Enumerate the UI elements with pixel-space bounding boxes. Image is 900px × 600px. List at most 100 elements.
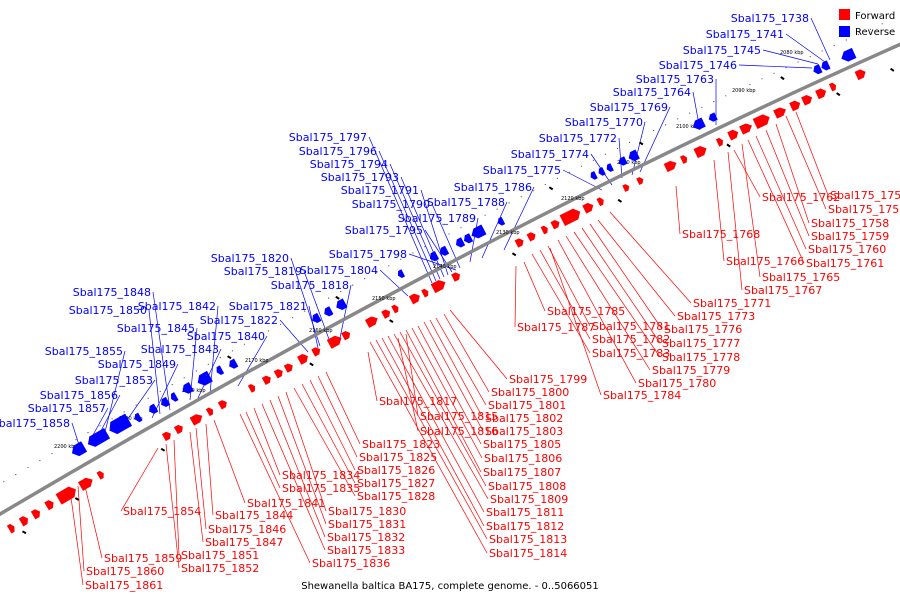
forward-gene-label: Sbal175_1779	[652, 364, 730, 377]
legend-forward-label: Forward	[855, 11, 895, 22]
leader-line	[400, 176, 445, 278]
forward-gene-arrow	[96, 470, 104, 480]
forward-gene-label: Sbal175_1833	[327, 544, 405, 557]
reverse-gene-arrow	[161, 396, 171, 408]
scale-dot	[592, 159, 595, 161]
forward-gene-arrow	[582, 202, 594, 214]
forward-gene-arrow	[828, 82, 837, 92]
leader-line	[549, 247, 602, 396]
leader-line	[253, 407, 281, 476]
leader-line	[408, 253, 457, 271]
scale-dot	[364, 278, 366, 280]
leader-line	[785, 33, 826, 63]
reverse-gene-arrow	[692, 117, 706, 130]
leader-line	[713, 159, 725, 262]
scale-dot	[147, 397, 149, 399]
reverse-gene-label: Sbal175_1789	[398, 212, 476, 225]
forward-gene-label: Sbal175_1826	[357, 464, 435, 477]
leader-line	[152, 291, 171, 411]
reverse-gene-arrow	[821, 60, 831, 71]
forward-gene-label: Sbal175_1825	[359, 451, 437, 464]
scale-dot	[604, 153, 607, 155]
scale-tick-label: 2150 kbp	[372, 296, 396, 302]
leader-line	[317, 375, 358, 458]
forward-gene-label: Sbal175_1844	[215, 509, 293, 522]
minor-feature-mark	[389, 319, 394, 324]
reverse-gene-label: Sbal175_1857	[28, 402, 106, 415]
leader-line	[237, 335, 268, 387]
reverse-gene-label: Sbal175_1772	[539, 132, 617, 145]
leader-line	[469, 217, 479, 263]
forward-gene-arrow	[739, 123, 752, 135]
scale-tick-label: 2110 kbp	[617, 160, 641, 166]
scale-dot	[3, 481, 5, 483]
scale-dot	[400, 258, 402, 260]
scale-dot	[316, 304, 318, 306]
leader-line	[514, 265, 517, 328]
genome-backbone-arc	[0, 42, 900, 517]
leader-line	[738, 64, 813, 69]
scale-dot	[183, 377, 185, 379]
forward-gene-label: Sbal175_1762	[762, 191, 840, 204]
forward-gene-arrow	[801, 94, 813, 106]
forward-gene-label: Sbal175_1801	[488, 399, 566, 412]
scale-dot	[580, 165, 583, 167]
forward-gene-arrow	[247, 383, 256, 393]
forward-gene-arrow	[752, 114, 770, 129]
forward-gene-label: Sbal175_1807	[483, 466, 561, 479]
reverse-gene-arrow	[708, 112, 718, 122]
scale-dot	[809, 55, 811, 58]
forward-gene-label: Sbal175_1836	[312, 557, 390, 570]
reverse-gene-arrow	[149, 403, 159, 414]
forward-gene-label: Sbal175_1808	[488, 480, 566, 493]
forward-gene-arrow	[679, 155, 688, 164]
reverse-gene-arrow	[429, 250, 440, 262]
reverse-gene-arrow	[471, 224, 487, 239]
leader-line	[197, 348, 222, 399]
leader-line	[213, 419, 246, 504]
forward-gene-arrow	[30, 509, 41, 520]
scale-tick-label: 2090 kbp	[732, 88, 756, 94]
scale-dot	[857, 34, 859, 36]
reverse-gene-label: Sbal175_1770	[565, 116, 643, 129]
scale-dot	[508, 202, 510, 204]
leader-line	[399, 331, 487, 487]
forward-gene-arrow	[408, 293, 420, 305]
leader-line	[389, 163, 441, 280]
scale-dot	[412, 252, 414, 254]
scale-dot	[797, 61, 799, 63]
reverse-gene-label: Sbal175_1788	[427, 196, 505, 209]
scale-tick-label: 2170 kbp	[245, 358, 269, 364]
scale-dot	[171, 384, 173, 386]
minor-feature-mark	[638, 141, 644, 146]
reverse-gene-label: Sbal175_1845	[117, 322, 195, 335]
forward-gene-label: Sbal175_1805	[483, 438, 561, 451]
scale-tick-label: 2200 kbp	[54, 444, 78, 450]
reverse-gene-arrow	[216, 365, 225, 375]
forward-gene-label: Sbal175_1799	[509, 373, 587, 386]
leader-line	[795, 111, 829, 196]
scale-dot	[544, 183, 546, 186]
forward-gene-arrow	[381, 309, 391, 319]
minor-feature-mark	[617, 198, 623, 203]
forward-gene-arrow	[6, 523, 15, 534]
leader-line	[449, 309, 508, 380]
reverse-gene-arrow	[88, 428, 111, 447]
minor-feature-mark	[74, 497, 80, 501]
minor-feature-mark	[511, 252, 517, 257]
leader-line	[547, 245, 591, 327]
scale-dot	[87, 432, 89, 434]
reverse-gene-arrow	[72, 441, 88, 457]
forward-gene-label: Sbal175_1776	[664, 323, 742, 336]
scale-dot	[881, 23, 884, 25]
leader-line	[557, 239, 637, 384]
scale-dot	[713, 101, 715, 103]
reverse-gene-arrow	[197, 370, 213, 386]
forward-gene-label: Sbal175_1813	[489, 533, 567, 546]
reverse-gene-arrow	[464, 233, 474, 244]
forward-gene-label: Sbal175_1811	[486, 506, 564, 519]
minor-feature-mark	[335, 295, 340, 300]
leader-line	[581, 227, 661, 344]
forward-gene-label: Sbal175_1816	[420, 425, 498, 438]
scale-dot	[267, 330, 270, 332]
